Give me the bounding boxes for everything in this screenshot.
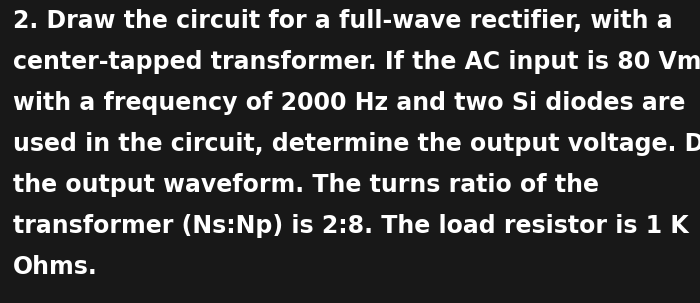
Text: Ohms.: Ohms. [13, 255, 97, 278]
Text: with a frequency of 2000 Hz and two Si diodes are: with a frequency of 2000 Hz and two Si d… [13, 91, 685, 115]
Text: 2. Draw the circuit for a full-wave rectifier, with a: 2. Draw the circuit for a full-wave rect… [13, 9, 672, 33]
Text: the output waveform. The turns ratio of the: the output waveform. The turns ratio of … [13, 173, 598, 197]
Text: used in the circuit, determine the output voltage. Draw: used in the circuit, determine the outpu… [13, 132, 700, 156]
Text: center-tapped transformer. If the AC input is 80 Vmax: center-tapped transformer. If the AC inp… [13, 50, 700, 74]
Text: transformer (Ns:Np) is 2:8. The load resistor is 1 K: transformer (Ns:Np) is 2:8. The load res… [13, 214, 688, 238]
